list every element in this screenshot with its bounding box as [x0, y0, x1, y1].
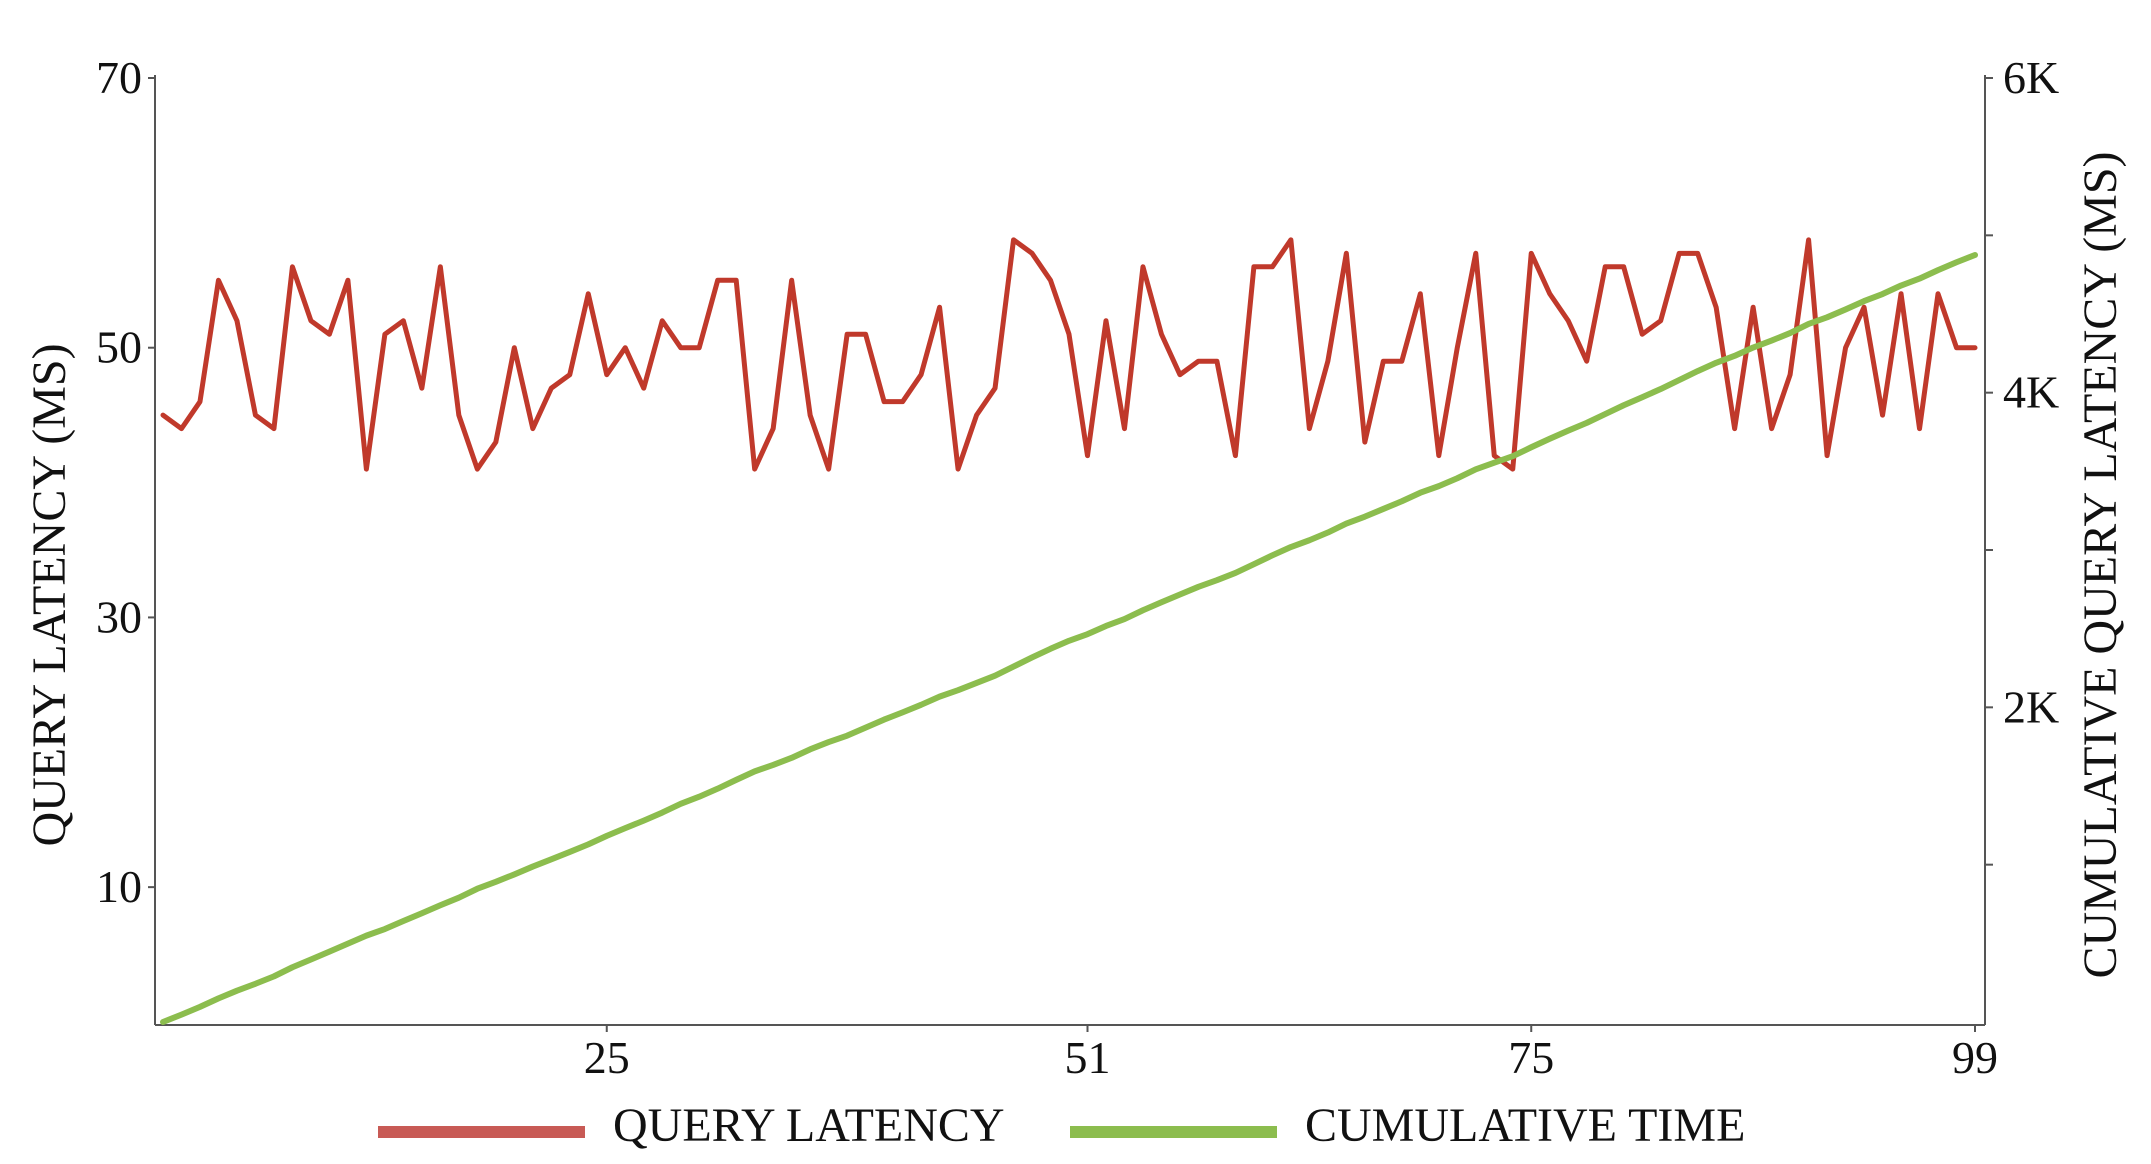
- chart-axes: [154, 75, 1986, 1026]
- series-layer: [160, 237, 1978, 1025]
- x-tick-label: 25: [584, 1032, 630, 1083]
- right-y-ticks: 2K 4K 6K: [1985, 52, 2059, 866]
- right-y-tick-label: 6K: [2003, 52, 2059, 103]
- legend-label-query-latency: QUERY LATENCY: [613, 1099, 1005, 1152]
- left-y-tick-label: 50: [96, 322, 142, 373]
- series-line-query-latency: [160, 237, 1978, 472]
- legend: QUERY LATENCY CUMULATIVE TIME: [378, 1099, 1745, 1152]
- right-y-tick-label: 2K: [2003, 681, 2059, 732]
- x-tick-label: 75: [1508, 1032, 1554, 1083]
- series-line-cumulative-time: [160, 252, 1978, 1025]
- x-tick-label: 51: [1064, 1032, 1110, 1083]
- x-tick-label: 99: [1952, 1032, 1998, 1083]
- left-y-tick-label: 10: [96, 861, 142, 912]
- x-ticks: 25 51 75 99: [584, 1025, 1998, 1083]
- legend-label-cumulative-time: CUMULATIVE TIME: [1305, 1099, 1745, 1152]
- right-y-axis-title: CUMULATIVE QUERY LATENCY (MS): [2074, 151, 2127, 978]
- left-y-tick-label: 70: [96, 52, 142, 103]
- left-y-axis-title: QUERY LATENCY (MS): [23, 343, 76, 846]
- left-y-ticks: 10 30 50 70: [96, 52, 155, 912]
- left-y-tick-label: 30: [96, 591, 142, 642]
- right-y-tick-label: 4K: [2003, 367, 2059, 418]
